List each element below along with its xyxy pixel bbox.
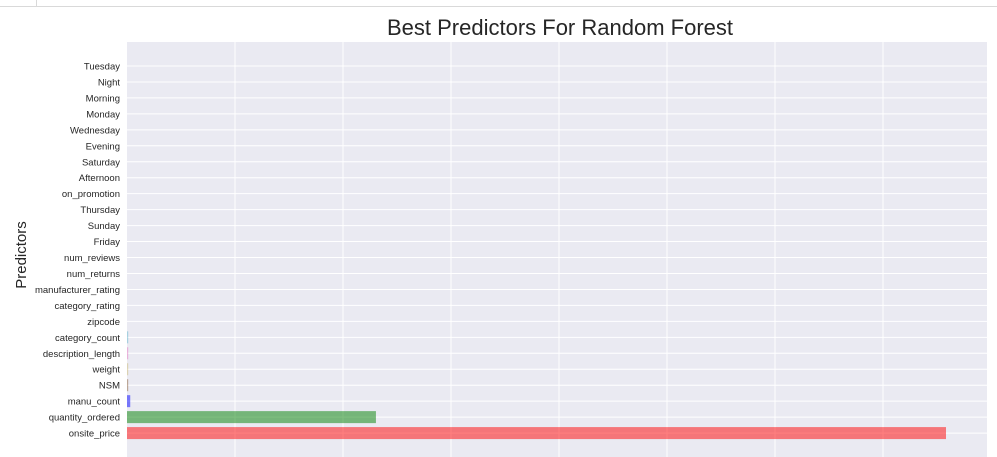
bar-quantity-ordered [127, 411, 376, 424]
y-tick-label: Tuesday [84, 62, 120, 73]
y-tick-label: num_returns [67, 269, 121, 280]
bar-nsm [127, 379, 129, 392]
y-tick-label: NSM [99, 381, 120, 392]
horizontal-gridlines [127, 65, 987, 434]
bar-description-length [127, 347, 129, 360]
bar-weight [127, 363, 129, 376]
y-tick-label: manufacturer_rating [35, 285, 120, 296]
notebook-toolbar [0, 0, 997, 7]
bars [127, 331, 946, 440]
y-tick-label: Saturday [82, 157, 120, 168]
y-tick-label: Wednesday [70, 125, 120, 136]
y-tick-label: Afternoon [79, 173, 120, 184]
y-tick-label: Night [98, 77, 121, 88]
y-tick-label: on_promotion [62, 189, 120, 200]
y-tick-label: Evening [86, 141, 120, 152]
y-tick-label: category_rating [55, 301, 120, 312]
y-tick-label: Sunday [88, 221, 120, 232]
y-tick-label: Thursday [80, 205, 120, 216]
y-tick-label: category_count [55, 333, 120, 344]
y-axis-label: Predictors [13, 221, 30, 289]
y-tick-label: description_length [43, 349, 120, 360]
bar-onsite-price [127, 427, 946, 440]
toolbar-cell [0, 0, 37, 6]
bar-manu-count [127, 395, 131, 408]
chart-title: Best Predictors For Random Forest [387, 15, 733, 40]
y-tick-label: weight [92, 365, 121, 376]
y-tick-label: manu_count [68, 397, 121, 408]
y-tick-label: zipcode [87, 317, 120, 328]
vertical-gridlines [234, 42, 884, 457]
y-tick-label: onsite_price [69, 429, 120, 440]
y-tick-label: Monday [86, 109, 120, 120]
y-tick-label: quantity_ordered [49, 413, 120, 424]
y-tick-label: num_reviews [64, 253, 120, 264]
y-tick-label: Friday [94, 237, 121, 248]
y-tick-labels: Tuesday Night Morning Monday Wednesday Evenin… [35, 62, 120, 440]
y-tick-label: Morning [86, 93, 120, 104]
bar-category-count [127, 331, 129, 344]
plot-background [127, 42, 987, 457]
